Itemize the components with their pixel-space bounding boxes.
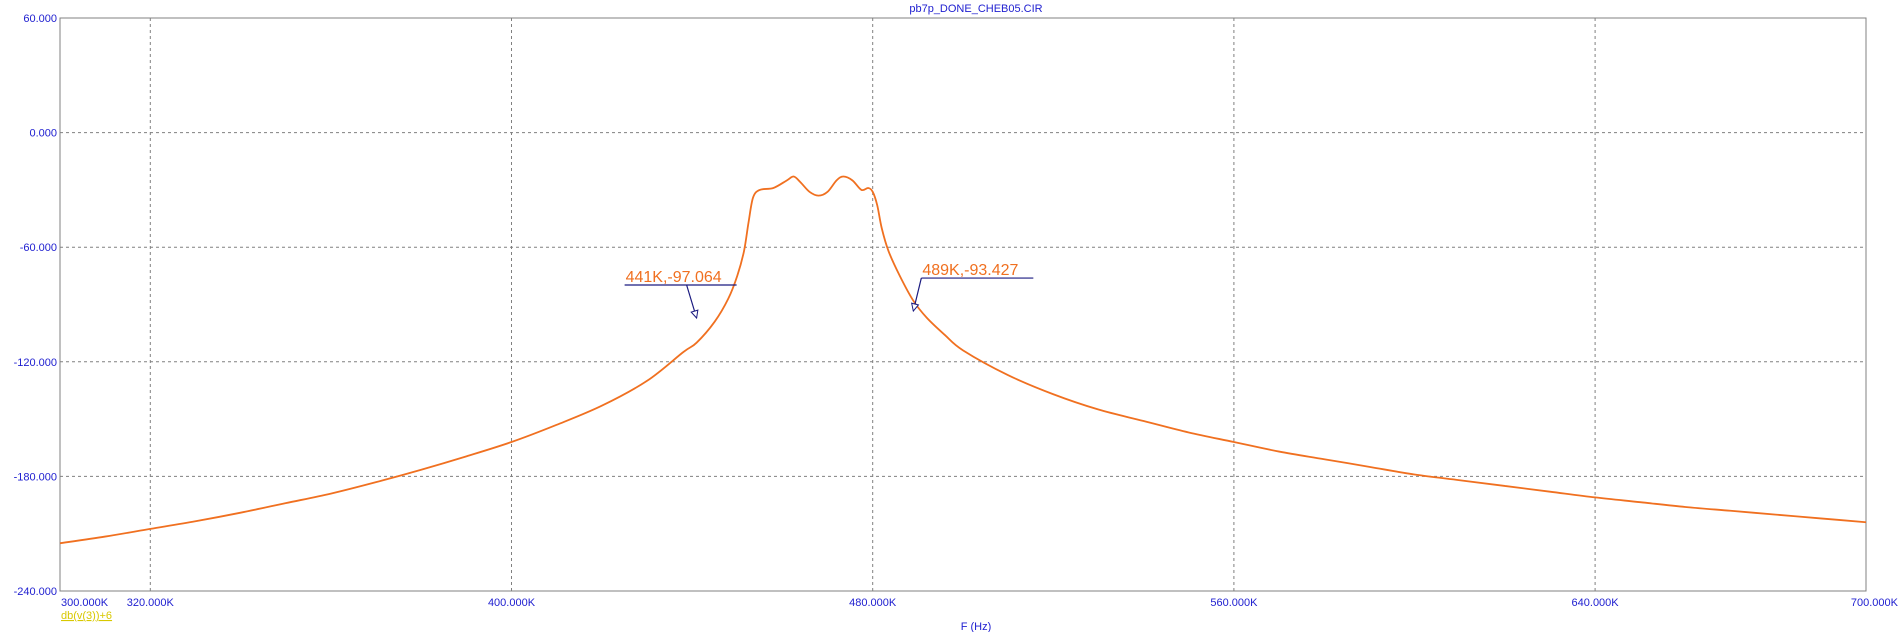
marker-arrowhead	[910, 302, 920, 313]
series-line	[59, 175, 1867, 545]
x-axis-label: F (Hz)	[961, 621, 992, 632]
grid-layer	[60, 18, 1866, 591]
annotations: 441K,-97.064 489K,-93.427	[624, 262, 1034, 320]
y-tick-label: 60.000	[23, 13, 57, 25]
marker-label: 489K,-93.427	[922, 262, 1018, 279]
marker-annotation: 489K,-93.427	[910, 262, 1034, 313]
x-tick-label: 700.000K	[1851, 597, 1899, 609]
y-tick-labels: 60.000 0.000 -60.000 -120.000 -180.000 -240.0…	[14, 13, 57, 598]
x-tick-label: 640.000K	[1572, 597, 1620, 609]
legend-series-label: db(v(3))+6	[61, 610, 112, 622]
y-tick-label: -240.000	[14, 586, 57, 598]
marker-arrowhead	[690, 309, 699, 320]
plot-frame	[59, 17, 1867, 592]
x-tick-label: 300.000K	[61, 597, 109, 609]
x-tick-label: 320.000K	[127, 597, 175, 609]
marker-annotation: 441K,-97.064	[624, 269, 737, 320]
y-tick-label: -120.000	[14, 357, 57, 369]
x-tick-label: 400.000K	[488, 597, 536, 609]
y-tick-label: 0.000	[29, 128, 57, 140]
marker-label: 441K,-97.064	[626, 269, 722, 286]
x-tick-label: 480.000K	[849, 597, 897, 609]
x-tick-labels: 300.000K 320.000K 400.000K 480.000K 560.000K…	[61, 597, 1899, 609]
y-tick-label: -180.000	[14, 471, 57, 483]
chart-title: pb7p_DONE_CHEB05.CIR	[909, 3, 1042, 15]
y-tick-label: -60.000	[20, 242, 57, 254]
x-tick-label: 560.000K	[1210, 597, 1258, 609]
